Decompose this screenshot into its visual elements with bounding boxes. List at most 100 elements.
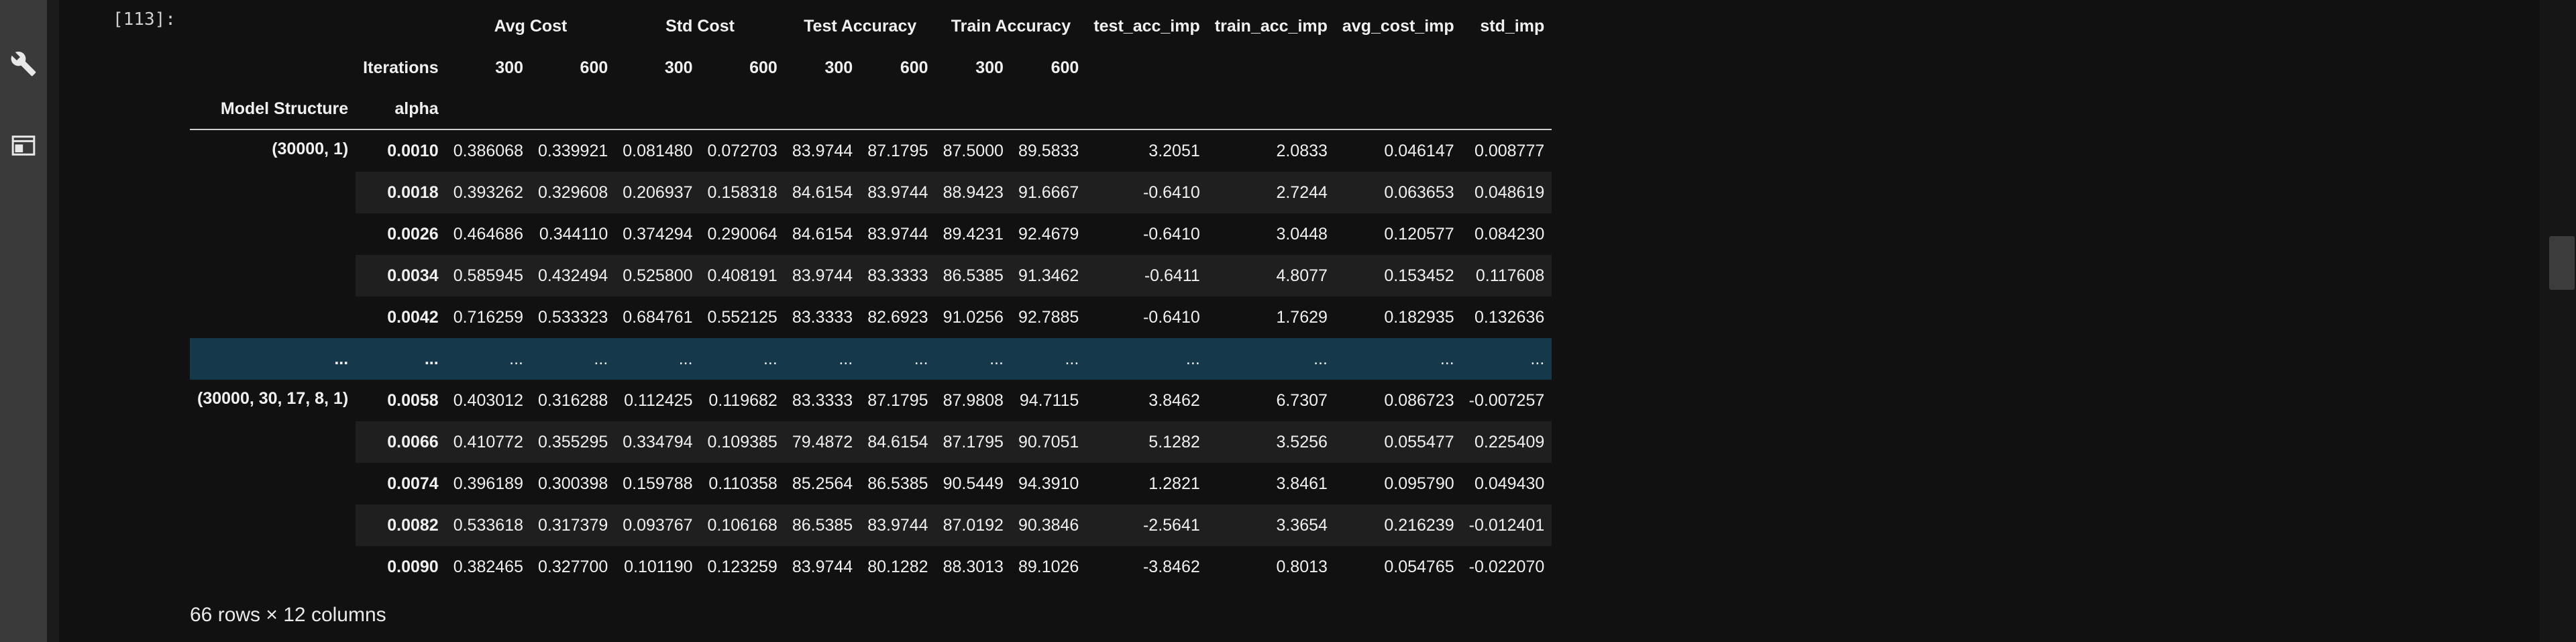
table-cell: 0.317379 xyxy=(530,504,616,546)
table-row: 0.0074 0.396189 0.300398 0.159788 0.1103… xyxy=(190,463,1552,504)
table-cell: 87.1795 xyxy=(867,390,928,410)
table-cell: 0.158318 xyxy=(700,172,785,213)
table-cell: 0.109385 xyxy=(700,421,785,463)
table-cell: 90.3846 xyxy=(1010,504,1087,546)
table-cell: 0.182935 xyxy=(1384,307,1454,327)
table-cell: 3.2051 xyxy=(1148,141,1200,160)
table-cell: 83.9744 xyxy=(860,172,936,213)
table-cell: 0.008777 xyxy=(1474,141,1545,160)
iteration-header: 300 xyxy=(824,58,853,77)
table-cell: 89.4231 xyxy=(943,224,1004,244)
header-row-iterations: Iterations 300 600 300 600 300 600 300 6… xyxy=(190,47,1552,89)
table-row: (30000, 1) 0.0010 0.386068 0.339921 0.08… xyxy=(190,129,1552,172)
table-cell: 0.063653 xyxy=(1334,172,1462,213)
table-cell: 0.382465 xyxy=(453,557,523,576)
table-cell: 0.106168 xyxy=(700,504,785,546)
table-cell: 0.525800 xyxy=(615,255,700,297)
table-cell: 0.101190 xyxy=(624,557,693,576)
table-cell: 83.3333 xyxy=(792,390,853,410)
table-cell: 0.153452 xyxy=(1334,255,1462,297)
table-cell: 83.3333 xyxy=(860,255,936,297)
index-alpha: 0.0082 xyxy=(356,504,446,546)
ellipsis-cell: ... xyxy=(1461,338,1552,380)
table-cell: 84.6154 xyxy=(860,421,936,463)
window-icon[interactable] xyxy=(8,130,39,161)
table-cell: 4.8077 xyxy=(1207,255,1335,297)
table-cell: 0.393262 xyxy=(445,172,531,213)
index-alpha: 0.0090 xyxy=(387,557,439,576)
index-alpha: 0.0010 xyxy=(387,141,439,160)
vertical-scrollbar[interactable] xyxy=(2540,0,2576,642)
table-cell: 87.9808 xyxy=(943,390,1004,410)
table-cell: 1.7629 xyxy=(1276,307,1328,327)
table-cell: 91.0256 xyxy=(943,307,1004,327)
table-cell: 83.9744 xyxy=(792,141,853,160)
index-structure: (30000, 30, 17, 8, 1) xyxy=(197,389,349,408)
table-row: 0.0042 0.716259 0.533323 0.684761 0.5521… xyxy=(190,297,1552,338)
table-cell: -0.6410 xyxy=(1142,307,1200,327)
table-cell: 83.9744 xyxy=(860,504,936,546)
ellipsis-cell: ... xyxy=(615,338,700,380)
ellipsis-cell: ... xyxy=(1334,338,1462,380)
table-cell: 84.6154 xyxy=(784,172,861,213)
table-cell: -0.022070 xyxy=(1468,557,1545,576)
ellipsis-cell: ... xyxy=(190,338,356,380)
header-group: test_acc_imp xyxy=(1093,16,1200,36)
table-cell: -0.007257 xyxy=(1468,390,1545,410)
table-row: 0.0066 0.410772 0.355295 0.334794 0.1093… xyxy=(190,421,1552,463)
table-cell: 87.0192 xyxy=(935,504,1011,546)
table-cell: 86.5385 xyxy=(867,474,928,493)
index-alpha: 0.0042 xyxy=(387,307,439,327)
table-row: 0.0090 0.382465 0.327700 0.101190 0.1232… xyxy=(190,546,1552,588)
table-cell: 3.8461 xyxy=(1276,474,1328,493)
ellipsis-cell: ... xyxy=(1010,338,1087,380)
scrollbar-thumb[interactable] xyxy=(2549,236,2575,290)
table-cell: 80.1282 xyxy=(867,557,928,576)
index-alpha: 0.0058 xyxy=(387,390,439,410)
table-cell: 0.054765 xyxy=(1384,557,1454,576)
table-cell: -0.012401 xyxy=(1461,504,1552,546)
table-cell: 0.432494 xyxy=(530,255,616,297)
iteration-header: 300 xyxy=(975,58,1004,77)
iteration-header: 600 xyxy=(749,58,777,77)
iteration-header: 300 xyxy=(664,58,693,77)
table-cell: 0.386068 xyxy=(453,141,523,160)
table-cell: 0.120577 xyxy=(1384,224,1454,244)
table-cell: 0.533323 xyxy=(537,307,608,327)
table-cell: 86.5385 xyxy=(784,504,861,546)
header-group: std_imp xyxy=(1480,16,1545,36)
index-alpha: 0.0034 xyxy=(356,255,446,297)
table-cell: 1.2821 xyxy=(1148,474,1200,493)
table-cell: 0.084230 xyxy=(1474,224,1545,244)
table-cell: 0.8013 xyxy=(1276,557,1328,576)
table-cell: 2.0833 xyxy=(1276,141,1328,160)
table-cell: 0.110358 xyxy=(708,474,777,493)
wrench-icon[interactable] xyxy=(8,48,39,79)
index-name-alpha: alpha xyxy=(356,89,446,130)
iteration-header: 600 xyxy=(1051,58,1079,77)
table-cell: 83.9744 xyxy=(792,557,853,576)
table-cell: 92.7885 xyxy=(1018,307,1079,327)
table-row: (30000, 30, 17, 8, 1) 0.0058 0.403012 0.… xyxy=(190,380,1552,421)
table-cell: 0.552125 xyxy=(707,307,777,327)
table-cell: 0.339921 xyxy=(537,141,608,160)
table-cell: 6.7307 xyxy=(1276,390,1328,410)
iteration-header: 600 xyxy=(580,58,608,77)
table-cell: 0.344110 xyxy=(539,224,608,244)
table-cell: 89.1026 xyxy=(1018,557,1079,576)
table-cell: 0.585945 xyxy=(445,255,531,297)
header-group: Std Cost xyxy=(665,16,735,36)
table-cell: 94.7115 xyxy=(1019,390,1079,410)
table-cell: 0.072703 xyxy=(707,141,777,160)
table-cell: 88.9423 xyxy=(935,172,1011,213)
table-row: 0.0034 0.585945 0.432494 0.525800 0.4081… xyxy=(190,255,1552,297)
header-row-index-names: Model Structure alpha xyxy=(190,89,1552,130)
table-cell: 0.206937 xyxy=(615,172,700,213)
table-cell: 0.095790 xyxy=(1384,474,1454,493)
index-alpha: 0.0074 xyxy=(387,474,439,493)
index-alpha: 0.0066 xyxy=(356,421,446,463)
table-cell: 0.159788 xyxy=(623,474,693,493)
table-row: 0.0082 0.533618 0.317379 0.093767 0.1061… xyxy=(190,504,1552,546)
table-cell: 0.410772 xyxy=(445,421,531,463)
dataframe-table: Avg Cost Std Cost Test Accuracy Train Ac… xyxy=(190,5,1552,588)
